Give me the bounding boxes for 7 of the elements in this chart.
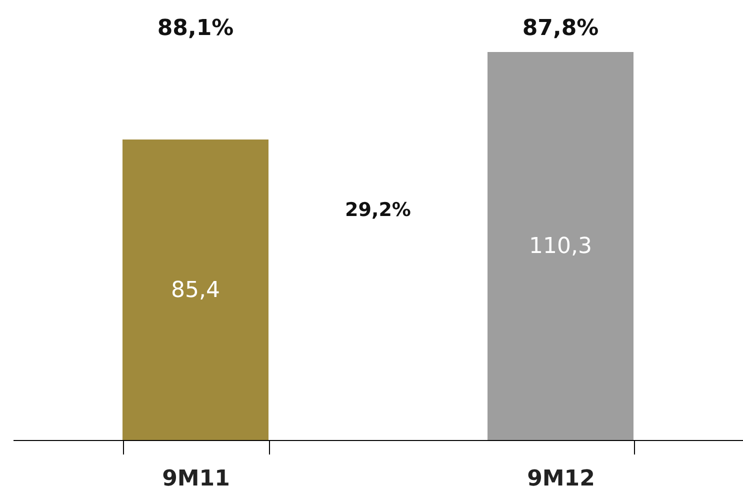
text: 88,1%: [157, 16, 234, 41]
annotation: 29,2%: [345, 199, 411, 221]
x-tick-label: 9M11: [162, 466, 230, 492]
x-tick-label: 9M12: [527, 466, 595, 492]
data-label: 85,4: [171, 278, 220, 303]
data-label: 110,3: [529, 234, 592, 259]
text: 87,8%: [522, 16, 599, 41]
